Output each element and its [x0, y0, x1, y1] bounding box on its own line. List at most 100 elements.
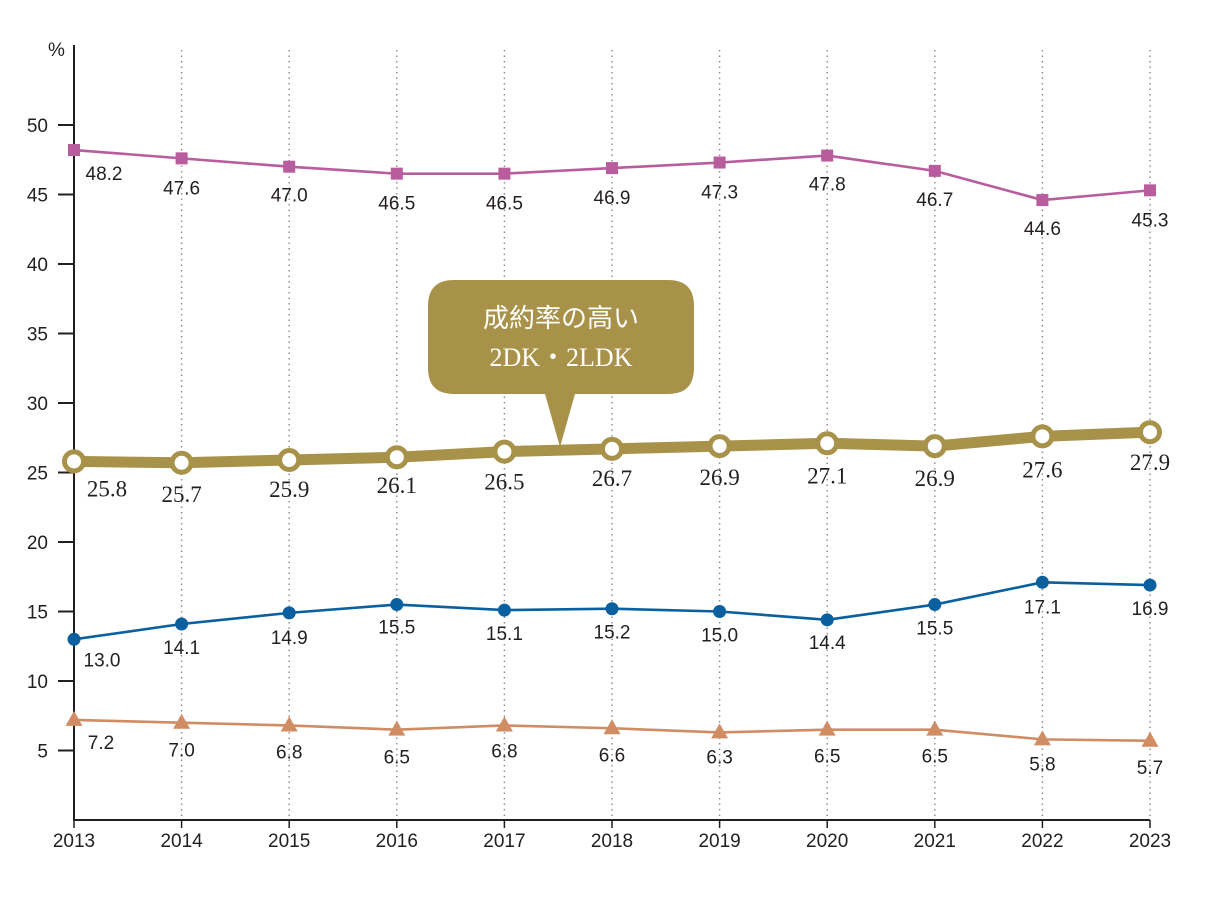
- y-ticks: 5 10 15 20 25 30 35 40 45 50: [27, 116, 74, 763]
- x-tick-label: 2022: [1021, 831, 1063, 852]
- series-pink-data-label: 48.2: [86, 164, 123, 185]
- series-pink-point: [821, 149, 834, 162]
- series-gold-point: [600, 436, 624, 461]
- series-tan-point: [603, 719, 621, 735]
- series-tan-data-label: 6.3: [706, 747, 732, 768]
- series-blue-data-label: 14.1: [163, 638, 200, 659]
- series-blue-point: [605, 602, 619, 616]
- series-tan-point: [1033, 730, 1051, 746]
- series-gold-data-label: 27.6: [1022, 457, 1062, 482]
- series-layer: 48.2 47.6 47.0 46.5 46.5 46.9 47.3 47.8 46.7 44.6…: [62, 144, 1170, 779]
- series-tan-data-label: 7.0: [168, 741, 194, 762]
- series-pink-point: [498, 167, 511, 180]
- series-pink-data-label: 47.6: [163, 178, 200, 199]
- series-blue-data-label: 15.1: [486, 624, 523, 645]
- series-pink-data-label: 46.5: [486, 194, 523, 215]
- x-tick-label: 2021: [914, 831, 956, 852]
- series-gold-data-label: 26.5: [484, 470, 524, 495]
- series-gold-point: [922, 434, 947, 459]
- series-tan-data-label: 5.7: [1137, 758, 1163, 779]
- y-tick-label: 5: [37, 742, 48, 763]
- series-gold-point: [384, 445, 409, 470]
- series-tan-point: [388, 720, 406, 736]
- series-pink-point: [390, 167, 403, 180]
- x-tick-label: 2013: [53, 831, 95, 852]
- series-gold-data-label: 27.9: [1130, 450, 1170, 475]
- series-tan-point: [926, 720, 944, 736]
- series-blue-point: [175, 617, 189, 631]
- series-pink-data-label: 45.3: [1132, 210, 1169, 231]
- y-tick-label: 25: [27, 464, 48, 485]
- y-tick-label: 15: [27, 603, 48, 624]
- series-gold-data-label: 26.9: [699, 465, 739, 490]
- series-gold-point: [277, 447, 302, 472]
- y-tick-label: 35: [27, 325, 48, 346]
- series-pink-point: [713, 156, 726, 169]
- series-pink-point: [606, 162, 618, 175]
- y-tick-label: 10: [27, 672, 48, 693]
- series-blue-data-label: 14.9: [271, 628, 308, 649]
- series-pink-point: [283, 160, 296, 173]
- series-gold-point: [62, 449, 86, 474]
- series-blue-data-label: 15.2: [594, 623, 631, 644]
- y-axis-unit: %: [48, 40, 65, 61]
- series-gold-data-label: 26.9: [915, 466, 955, 491]
- x-tick-label: 2020: [806, 831, 848, 852]
- series-gold-data-label: 26.1: [377, 473, 417, 498]
- series-gold-point: [815, 431, 840, 456]
- series-pink-data-label: 44.6: [1024, 219, 1061, 240]
- series-gold-data-label: 25.9: [269, 477, 309, 502]
- series-gold: 25.8 25.7 25.9 26.1 26.5 26.7 26.9 27.1 26.9 27.6…: [62, 420, 1170, 507]
- x-ticks: 2013 2014 2015 2016 2017 2018 2019 2020 2021 2022…: [53, 820, 1171, 852]
- series-pink-data-label: 46.7: [916, 190, 953, 211]
- x-tick-label: 2017: [483, 831, 525, 852]
- series-pink-point: [175, 152, 188, 165]
- series-blue-data-label: 16.9: [1132, 599, 1169, 620]
- y-tick-label: 45: [27, 186, 48, 207]
- series-blue-point: [1035, 575, 1049, 589]
- y-tick-label: 30: [27, 394, 48, 415]
- series-tan-point: [173, 713, 191, 729]
- x-tick-label: 2015: [268, 831, 310, 852]
- series-pink-point: [1036, 194, 1049, 207]
- series-gold-data-label: 26.7: [592, 466, 632, 491]
- series-pink-data-label: 46.9: [594, 188, 631, 209]
- series-blue-data-label: 13.0: [84, 650, 121, 671]
- series-tan-point: [818, 720, 836, 736]
- series-pink-point: [68, 144, 80, 157]
- series-blue-point: [497, 603, 511, 617]
- series-pink-data-label: 47.3: [701, 183, 738, 204]
- callout: 成約率の高い 2DK・2LDK: [428, 280, 694, 447]
- series-tan-point: [280, 716, 298, 732]
- series-tan-data-label: 7.2: [88, 733, 114, 754]
- callout-bubble: [428, 280, 694, 447]
- series-pink-data-label: 47.8: [809, 175, 846, 196]
- y-tick-label: 20: [27, 533, 48, 554]
- x-tick-label: 2016: [376, 831, 418, 852]
- series-gold-data-label: 25.7: [161, 482, 201, 507]
- axes: %: [48, 40, 1150, 821]
- series-gold-data-label: 25.8: [87, 476, 127, 501]
- series-tan-data-label: 6.6: [599, 745, 625, 766]
- series-gold-point: [1138, 420, 1162, 445]
- series-tan-data-label: 6.5: [814, 747, 840, 768]
- series-tan-data-label: 6.8: [276, 742, 302, 763]
- y-tick-label: 40: [27, 255, 48, 276]
- x-tick-label: 2019: [698, 831, 740, 852]
- series-tan-point: [1141, 731, 1159, 747]
- series-pink-data-label: 46.5: [378, 194, 415, 215]
- series-blue-data-label: 15.0: [701, 626, 738, 647]
- series-blue-point: [67, 632, 81, 646]
- series-gold-point: [492, 439, 517, 464]
- y-tick-label: 50: [27, 116, 48, 137]
- series-pink-point: [928, 164, 941, 177]
- series-pink: 48.2 47.6 47.0 46.5 46.5 46.9 47.3 47.8 46.7 44.6…: [68, 144, 1168, 240]
- series-blue-data-label: 17.1: [1024, 597, 1061, 618]
- series-tan-data-label: 5.8: [1029, 754, 1055, 775]
- series-pink-data-label: 47.0: [271, 186, 308, 207]
- series-tan-data-label: 6.8: [491, 741, 517, 762]
- series-blue-data-label: 15.5: [916, 619, 953, 640]
- series-blue: 13.0 14.1 14.9 15.5 15.1 15.2 15.0 14.4 15.5 17.1…: [67, 575, 1169, 671]
- series-blue-point: [820, 613, 834, 627]
